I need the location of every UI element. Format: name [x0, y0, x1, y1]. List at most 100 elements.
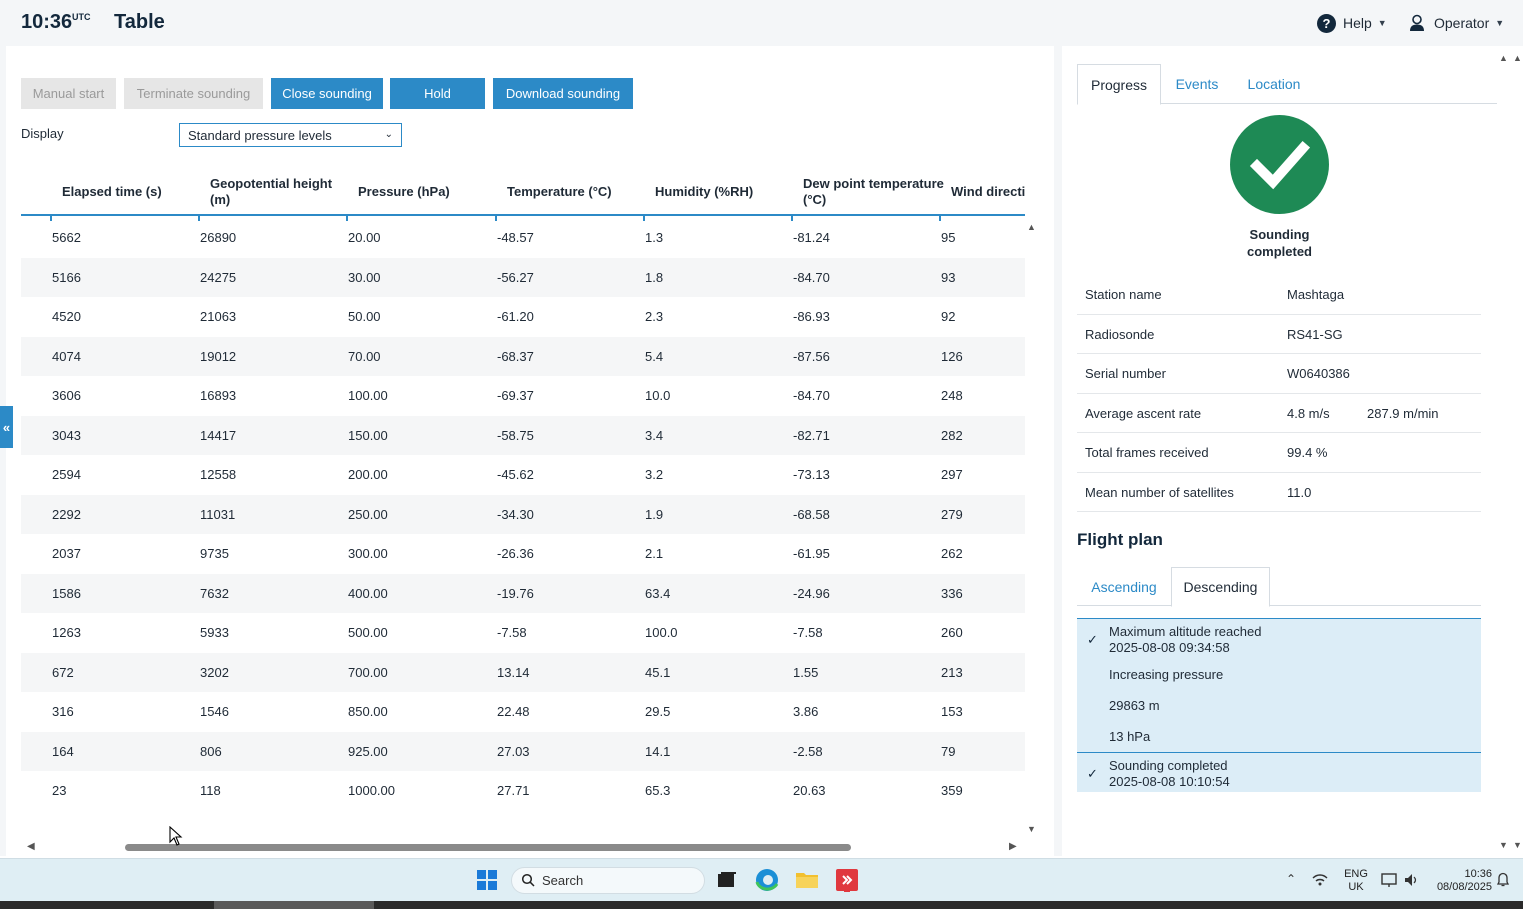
network-icon[interactable]: [1310, 868, 1330, 892]
left-gutter: [0, 46, 6, 856]
table-cell: 5662: [52, 230, 81, 246]
info-label: Average ascent rate: [1085, 405, 1202, 421]
volume-icon[interactable]: [1402, 868, 1420, 892]
table-row[interactable]: 2594 12558 200.00 -45.62 3.2 -73.13 297: [21, 455, 1025, 495]
column-resize-handle[interactable]: [198, 214, 200, 221]
check-icon: ✓: [1087, 632, 1098, 647]
table-cell: 3.86: [793, 704, 819, 720]
scroll-up-arrow[interactable]: ▲: [1513, 53, 1522, 63]
scroll-left-arrow[interactable]: ◀: [27, 841, 35, 852]
table-cell: 20.00: [348, 230, 381, 246]
table-cell: 3606: [52, 388, 81, 404]
help-menu[interactable]: ? Help ▼: [1317, 12, 1387, 34]
task-view-icon[interactable]: [714, 868, 740, 892]
column-resize-handle[interactable]: [346, 214, 348, 221]
user-menu[interactable]: Operator ▼: [1408, 12, 1504, 34]
table-row[interactable]: 2292 11031 250.00 -34.30 1.9 -68.58 279: [21, 494, 1025, 534]
scroll-down-arrow[interactable]: ▼: [1499, 840, 1508, 850]
tab-ascending[interactable]: Ascending: [1091, 578, 1157, 595]
info-value: 99.4 %: [1287, 445, 1328, 460]
clock: 10:36: [21, 11, 73, 33]
table-row[interactable]: 2037 9735 300.00 -26.36 2.1 -61.95 262: [21, 534, 1025, 574]
table-row[interactable]: 316 1546 850.00 22.48 29.5 3.86 153: [21, 692, 1025, 732]
page-title: Table: [114, 11, 165, 33]
scroll-down-arrow[interactable]: ▼: [1027, 824, 1036, 834]
column-header-wind-direction[interactable]: Wind directi: [951, 184, 1025, 199]
table-cell: 14417: [200, 427, 237, 443]
table-row[interactable]: 164 806 925.00 27.03 14.1 -2.58 79: [21, 731, 1025, 771]
scroll-up-arrow[interactable]: ▲: [1499, 53, 1508, 63]
column-header-temperature[interactable]: Temperature (°C): [507, 184, 612, 199]
search-placeholder: Search: [542, 873, 584, 888]
column-resize-handle[interactable]: [939, 214, 941, 221]
table-cell: 262: [941, 546, 963, 562]
taskbar-search[interactable]: Search: [511, 867, 705, 894]
table-row[interactable]: 3043 14417 150.00 -58.75 3.4 -82.71 282: [21, 415, 1025, 455]
table-row[interactable]: 5662 26890 20.00 -48.57 1.3 -81.24 95: [21, 218, 1025, 258]
close-sounding-button[interactable]: Close sounding: [271, 78, 383, 109]
table-row[interactable]: 4520 21063 50.00 -61.20 2.3 -86.93 92: [21, 297, 1025, 337]
tab-events[interactable]: Events: [1175, 76, 1219, 92]
manual-start-button[interactable]: Manual start: [21, 78, 116, 109]
scroll-down-arrow[interactable]: ▼: [1513, 840, 1522, 850]
scroll-up-arrow[interactable]: ▲: [1027, 222, 1036, 232]
table-row[interactable]: 4074 19012 70.00 -68.37 5.4 -87.56 126: [21, 336, 1025, 376]
windows-start-icon[interactable]: [477, 870, 497, 890]
info-row-ascent-rate: Average ascent rate 4.8 m/s 287.9 m/min: [1077, 394, 1481, 433]
column-header-geopotential-height[interactable]: Geopotential height (m): [210, 176, 333, 207]
app-icon[interactable]: [834, 868, 860, 892]
file-explorer-icon[interactable]: [794, 868, 820, 892]
language-indicator[interactable]: ENG UK: [1343, 868, 1369, 894]
table-cell: 850.00: [348, 704, 388, 720]
table-cell: 92: [941, 309, 956, 325]
table-cell: 63.4: [645, 585, 671, 601]
download-sounding-button[interactable]: Download sounding: [493, 78, 633, 109]
table-row[interactable]: 672 3202 700.00 13.14 45.1 1.55 213: [21, 652, 1025, 692]
timezone-label: UTC: [72, 12, 91, 22]
table-cell: 3.4: [645, 427, 664, 443]
tray-overflow-icon[interactable]: ⌃: [1286, 872, 1297, 886]
system-clock[interactable]: 10:36 08/08/2025: [1430, 868, 1492, 894]
table-row[interactable]: 23 118 1000.00 27.71 65.3 20.63 359: [21, 771, 1025, 811]
scroll-right-arrow[interactable]: ▶: [1009, 841, 1017, 852]
scrollbar-thumb[interactable]: [125, 844, 851, 851]
horizontal-scrollbar[interactable]: ◀ ▶: [21, 838, 1025, 856]
status-line-1: Sounding: [1249, 227, 1310, 242]
column-header-elapsed-time[interactable]: Elapsed time (s): [62, 184, 162, 199]
table-cell: 153: [941, 704, 963, 720]
table-row[interactable]: 1586 7632 400.00 -19.76 63.4 -24.96 336: [21, 573, 1025, 613]
table-cell: 23: [52, 783, 67, 799]
table-cell: 95: [941, 230, 956, 246]
column-header-humidity[interactable]: Humidity (%RH): [655, 184, 754, 199]
success-check-icon: [1230, 115, 1329, 214]
display-select[interactable]: Standard pressure levels ⌄: [179, 123, 402, 147]
table-cell: 11031: [200, 506, 236, 522]
table-cell: 672: [52, 664, 74, 680]
table-cell: -84.70: [793, 388, 830, 404]
tab-location[interactable]: Location: [1247, 76, 1301, 92]
column-header-dew-point[interactable]: Dew point temperature (°C): [803, 176, 944, 207]
column-resize-handle[interactable]: [495, 214, 497, 221]
tab-descending[interactable]: Descending: [1171, 567, 1270, 607]
table-cell: 1546: [200, 704, 229, 720]
notification-bell-icon[interactable]: [1495, 868, 1511, 892]
table-cell: 297: [941, 467, 963, 483]
info-label: Total frames received: [1085, 445, 1209, 460]
column-resize-handle[interactable]: [50, 214, 52, 221]
column-resize-handle[interactable]: [791, 214, 793, 221]
column-header-pressure[interactable]: Pressure (hPa): [358, 184, 450, 199]
hold-button[interactable]: Hold: [390, 78, 485, 109]
info-label: Radiosonde: [1085, 326, 1155, 342]
table-cell: 19012: [200, 348, 237, 364]
table-cell: 5933: [200, 625, 229, 641]
table-row[interactable]: 5166 24275 30.00 -56.27 1.8 -84.70 93: [21, 257, 1025, 297]
display-icon[interactable]: [1380, 868, 1398, 892]
edge-browser-icon[interactable]: [754, 868, 780, 892]
table-row[interactable]: 1263 5933 500.00 -7.58 100.0 -7.58 260: [21, 613, 1025, 653]
terminate-sounding-button[interactable]: Terminate sounding: [124, 78, 263, 109]
table-row[interactable]: 3606 16893 100.00 -69.37 10.0 -84.70 248: [21, 376, 1025, 416]
collapse-sidebar-button[interactable]: «: [0, 406, 13, 448]
panel-divider[interactable]: [1054, 46, 1062, 856]
column-resize-handle[interactable]: [643, 214, 645, 221]
tab-progress[interactable]: Progress: [1077, 64, 1161, 105]
